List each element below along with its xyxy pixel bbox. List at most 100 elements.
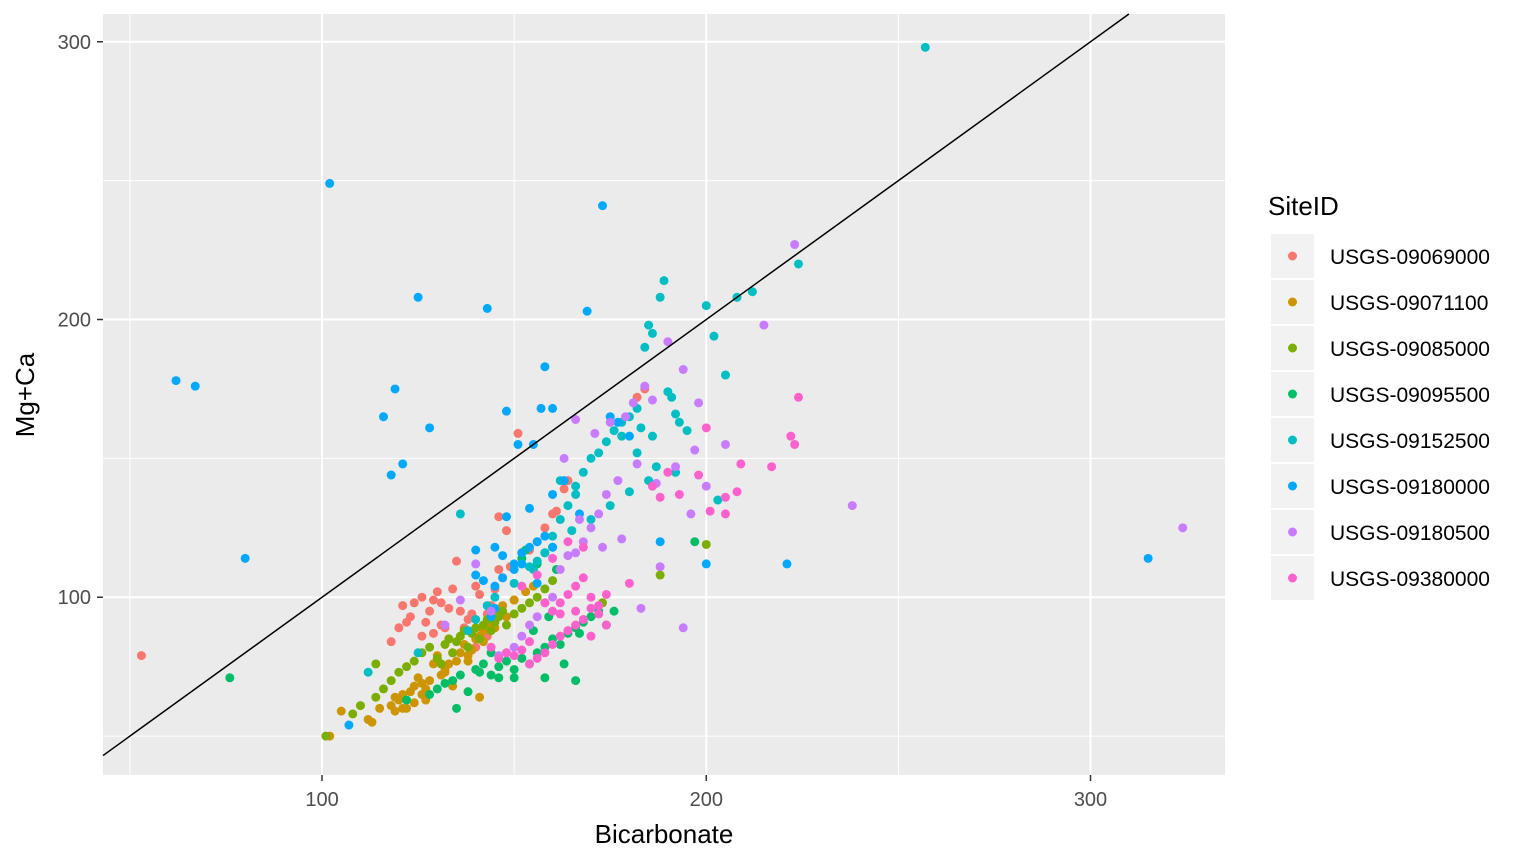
data-point [647, 431, 657, 441]
data-point [448, 648, 458, 658]
data-point [409, 656, 419, 666]
data-point [490, 542, 500, 552]
data-point [793, 259, 803, 269]
data-point [402, 695, 412, 705]
data-point [663, 467, 673, 477]
data-point [563, 626, 573, 636]
data-point [555, 609, 565, 619]
data-point [555, 598, 565, 608]
data-point [540, 584, 550, 594]
data-point [455, 606, 465, 616]
data-point [509, 564, 519, 574]
data-point [386, 470, 396, 480]
plot-panel [103, 14, 1225, 775]
data-point [678, 365, 688, 375]
data-point [425, 689, 435, 699]
data-point [409, 681, 419, 691]
data-point [463, 642, 473, 652]
legend-key-dot [1288, 435, 1297, 445]
data-point [786, 431, 796, 441]
data-point [586, 523, 596, 533]
data-point [590, 428, 600, 438]
data-point [501, 406, 511, 416]
y-tick-label: 300 [58, 32, 91, 54]
data-point [1178, 523, 1188, 533]
data-point [571, 548, 581, 558]
data-point [624, 578, 634, 588]
y-tick-label: 100 [58, 587, 91, 609]
legend-key-dot [1288, 573, 1297, 583]
data-point [471, 623, 481, 633]
data-point [782, 559, 792, 569]
data-point [655, 292, 665, 302]
data-point [540, 531, 550, 541]
data-point [425, 606, 435, 616]
data-point [586, 592, 596, 602]
data-point [651, 462, 661, 472]
data-point [713, 495, 723, 505]
data-point [425, 642, 435, 652]
data-point [601, 589, 611, 599]
data-point [363, 667, 373, 677]
data-point [682, 426, 692, 436]
legend-item: USGS-09085000 [1271, 326, 1490, 370]
tick-labels: 100 200 300 100 200 300 [58, 32, 1108, 811]
legend-key-dot [1288, 389, 1297, 399]
data-point [513, 439, 523, 449]
legend-label: USGS-09180500 [1330, 522, 1490, 545]
legend-item: USGS-09180000 [1271, 464, 1490, 508]
data-point [463, 656, 473, 666]
data-point [701, 301, 711, 311]
data-point [563, 551, 573, 561]
data-point [574, 628, 584, 638]
data-point [405, 612, 415, 622]
data-point [540, 598, 550, 608]
data-point [421, 617, 431, 627]
data-point [475, 589, 485, 599]
data-point [690, 537, 700, 547]
data-point [667, 392, 677, 402]
data-point [548, 489, 558, 499]
data-point [548, 606, 558, 616]
data-point [559, 476, 569, 486]
data-point [390, 706, 400, 716]
data-point [444, 659, 454, 669]
data-point [678, 623, 688, 633]
data-point [613, 476, 623, 486]
data-point [647, 481, 657, 491]
data-point [509, 651, 519, 661]
data-point [448, 676, 458, 686]
data-point [628, 398, 638, 408]
data-point [532, 556, 542, 566]
data-point [563, 537, 573, 547]
data-point [551, 506, 561, 516]
data-point [367, 717, 377, 727]
data-point [559, 453, 569, 463]
data-point [574, 514, 584, 524]
data-point [601, 437, 611, 447]
data-point [379, 412, 388, 422]
major-gridlines [103, 14, 1225, 775]
data-point [517, 603, 527, 613]
data-point [571, 489, 581, 499]
data-point [486, 642, 496, 652]
data-point [548, 576, 558, 586]
data-point [555, 514, 565, 524]
data-point [513, 428, 523, 438]
data-point [605, 417, 615, 427]
data-point [379, 684, 388, 694]
data-point [455, 595, 465, 605]
data-point [655, 570, 665, 580]
data-point [920, 42, 930, 52]
data-point [455, 648, 465, 658]
data-point [674, 489, 684, 499]
data-point [344, 720, 354, 730]
data-point [747, 287, 757, 297]
data-point [532, 578, 542, 588]
data-point [509, 578, 519, 588]
data-point [440, 667, 450, 677]
data-point [548, 553, 558, 563]
data-point [490, 592, 500, 602]
data-point [548, 639, 558, 649]
